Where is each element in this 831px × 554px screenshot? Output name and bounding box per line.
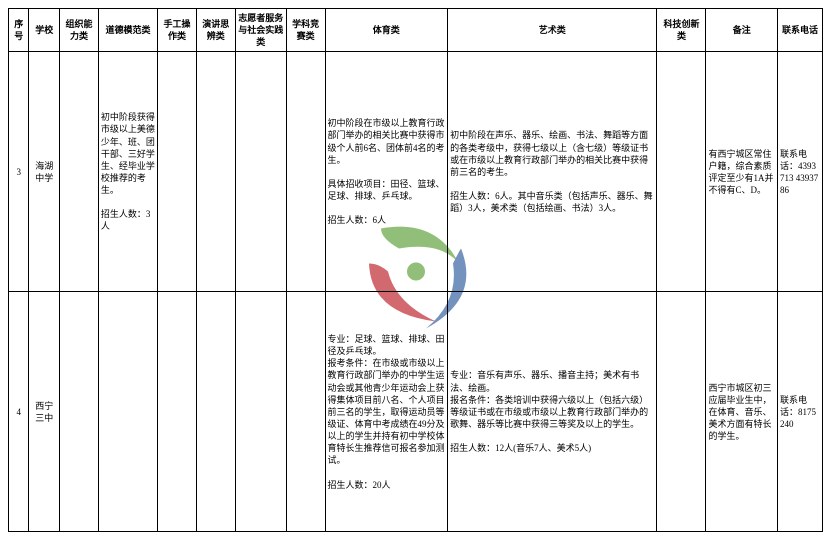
cell-speech <box>196 52 235 292</box>
cell-tech <box>657 52 706 292</box>
col-header-vol: 志愿者服务与社会实践类 <box>235 9 286 52</box>
cell-school: 西宁三中 <box>29 292 60 532</box>
cell-phone: 联系电话：8175240 <box>777 292 822 532</box>
col-header-moral: 道德模范类 <box>98 9 157 52</box>
col-header-school: 学校 <box>29 9 60 52</box>
cell-art: 专业：音乐有声乐、器乐、播音主持；美术有书法、绘画。 报名条件：各类培训中获得六… <box>448 292 657 532</box>
table-row: 4 西宁三中 专业：足球、篮球、排球、田径及乒乓球。 报考条件：在市级或市级以上… <box>9 292 823 532</box>
cell-seq: 3 <box>9 52 29 292</box>
cell-note: 西宁市城区初三应届毕业生中，在体育、音乐、美术方面有特长的学生。 <box>706 292 777 532</box>
cell-tech <box>657 292 706 532</box>
col-header-note: 备注 <box>706 9 777 52</box>
col-header-art: 艺术类 <box>448 9 657 52</box>
cell-sport: 初中阶段在市级以上教育行政部门举办的相关比赛中获得市级个人前6名、团体前4名的考… <box>325 52 448 292</box>
cell-moral: 初中阶段获得市级以上美德少年、班、团干部、三好学生、经毕业学校推荐的考生。 招生… <box>98 52 157 292</box>
cell-speech <box>196 292 235 532</box>
col-header-phone: 联系电话 <box>777 9 822 52</box>
col-header-sport: 体育类 <box>325 9 448 52</box>
table-row: 3 海湖中学 初中阶段获得市级以上美德少年、班、团干部、三好学生、经毕业学校推荐… <box>9 52 823 292</box>
col-header-tech: 科技创新类 <box>657 9 706 52</box>
cell-craft <box>158 52 197 292</box>
cell-org <box>60 52 99 292</box>
cell-org <box>60 292 99 532</box>
cell-craft <box>158 292 197 532</box>
cell-moral <box>98 292 157 532</box>
cell-subj <box>286 292 325 532</box>
cell-subj <box>286 52 325 292</box>
cell-vol <box>235 52 286 292</box>
cell-sport: 专业：足球、篮球、排球、田径及乒乓球。 报考条件：在市级或市级以上教育行政部门举… <box>325 292 448 532</box>
cell-seq: 4 <box>9 292 29 532</box>
cell-art: 初中阶段在声乐、器乐、绘画、书法、舞蹈等方面的各类考级中，获得七级以上（含七级）… <box>448 52 657 292</box>
admissions-table: 序号 学校 组织能力类 道德模范类 手工操作类 演讲思辨类 志愿者服务与社会实践… <box>8 8 823 532</box>
col-header-speech: 演讲思辨类 <box>196 9 235 52</box>
table-header: 序号 学校 组织能力类 道德模范类 手工操作类 演讲思辨类 志愿者服务与社会实践… <box>9 9 823 52</box>
cell-vol <box>235 292 286 532</box>
cell-note: 有西宁城区常住户籍，综合素质评定至少有1A并不得有C、D。 <box>706 52 777 292</box>
cell-phone: 联系电话：4393713 4393786 <box>777 52 822 292</box>
col-header-craft: 手工操作类 <box>158 9 197 52</box>
cell-school: 海湖中学 <box>29 52 60 292</box>
col-header-seq: 序号 <box>9 9 29 52</box>
col-header-org: 组织能力类 <box>60 9 99 52</box>
col-header-subj: 学科竞赛类 <box>286 9 325 52</box>
